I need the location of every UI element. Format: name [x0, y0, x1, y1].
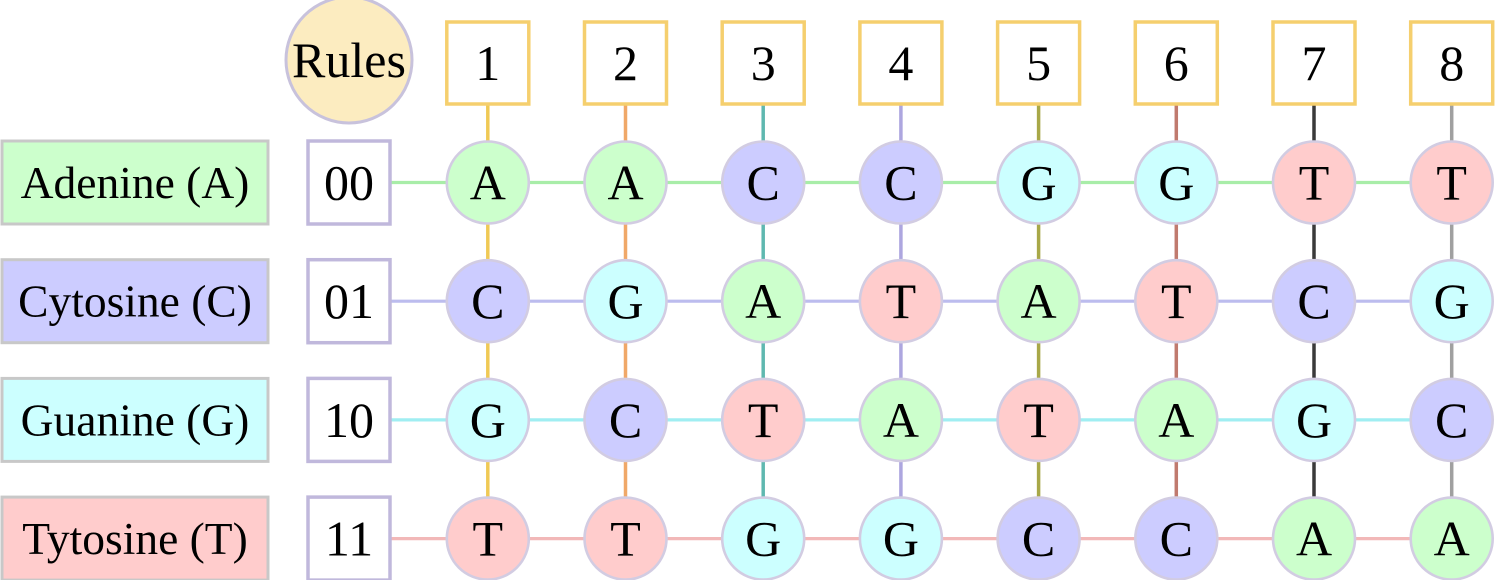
- svg-text:G: G: [470, 392, 506, 448]
- svg-text:01: 01: [324, 273, 374, 329]
- svg-text:A: A: [1158, 392, 1194, 448]
- svg-text:A: A: [883, 392, 919, 448]
- svg-text:T: T: [1023, 392, 1054, 448]
- svg-text:3: 3: [751, 35, 776, 91]
- svg-text:C: C: [609, 392, 642, 448]
- svg-text:T: T: [610, 511, 641, 567]
- svg-text:5: 5: [1026, 35, 1051, 91]
- svg-text:00: 00: [324, 155, 374, 211]
- svg-text:A: A: [1434, 511, 1470, 567]
- svg-text:C: C: [1022, 511, 1055, 567]
- svg-text:G: G: [607, 273, 643, 329]
- svg-text:A: A: [745, 273, 781, 329]
- svg-text:T: T: [473, 511, 504, 567]
- svg-text:Adenine (A): Adenine (A): [21, 157, 250, 208]
- svg-text:Guanine (G): Guanine (G): [21, 394, 250, 445]
- svg-text:T: T: [886, 273, 917, 329]
- svg-text:A: A: [1021, 273, 1057, 329]
- svg-text:7: 7: [1302, 35, 1327, 91]
- svg-text:C: C: [1160, 511, 1193, 567]
- svg-text:4: 4: [888, 35, 913, 91]
- svg-text:G: G: [1158, 155, 1194, 211]
- svg-text:Rules: Rules: [292, 32, 406, 88]
- svg-text:10: 10: [324, 392, 374, 448]
- svg-text:1: 1: [475, 35, 500, 91]
- svg-text:T: T: [1299, 155, 1330, 211]
- svg-text:G: G: [1296, 392, 1332, 448]
- svg-text:11: 11: [325, 511, 373, 567]
- svg-text:C: C: [1435, 392, 1468, 448]
- svg-text:6: 6: [1164, 35, 1189, 91]
- svg-text:C: C: [884, 155, 917, 211]
- svg-text:A: A: [1296, 511, 1332, 567]
- svg-text:T: T: [1161, 273, 1192, 329]
- svg-text:A: A: [470, 155, 506, 211]
- svg-text:G: G: [745, 511, 781, 567]
- svg-text:8: 8: [1439, 35, 1464, 91]
- svg-text:G: G: [1434, 273, 1470, 329]
- svg-text:T: T: [1436, 155, 1467, 211]
- svg-text:Cytosine (C): Cytosine (C): [18, 276, 252, 327]
- svg-text:T: T: [748, 392, 779, 448]
- svg-text:C: C: [747, 155, 780, 211]
- svg-text:A: A: [607, 155, 643, 211]
- svg-text:G: G: [883, 511, 919, 567]
- svg-text:2: 2: [613, 35, 638, 91]
- svg-text:G: G: [1021, 155, 1057, 211]
- svg-text:C: C: [1297, 273, 1330, 329]
- svg-text:Tytosine (T): Tytosine (T): [22, 513, 248, 564]
- svg-text:C: C: [471, 273, 504, 329]
